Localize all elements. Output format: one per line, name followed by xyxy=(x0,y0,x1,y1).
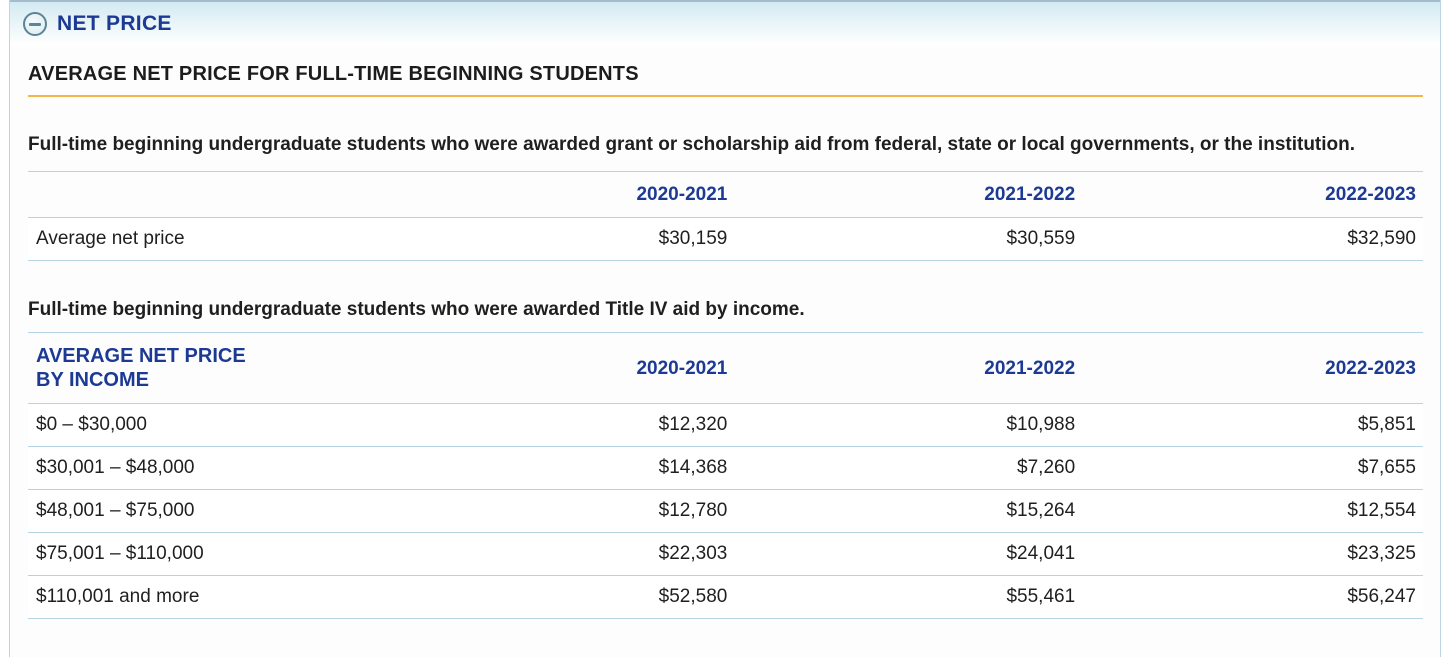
value-cell: $22,303 xyxy=(379,532,728,576)
average-net-price-table: 2020-2021 2021-2022 2022-2023 Average ne… xyxy=(28,171,1423,261)
value-cell: $56,247 xyxy=(1075,575,1423,619)
value-cell: $7,260 xyxy=(727,446,1076,490)
value-cell: $7,655 xyxy=(1075,446,1423,490)
year-column-header: 2021-2022 xyxy=(727,171,1076,218)
income-bracket-cell: $0 – $30,000 xyxy=(28,403,380,447)
value-cell: $12,554 xyxy=(1075,489,1423,533)
value-cell: $30,159 xyxy=(379,217,728,261)
value-cell: $14,368 xyxy=(379,446,728,490)
value-cell: $55,461 xyxy=(727,575,1076,619)
income-bracket-cell: $30,001 – $48,000 xyxy=(28,446,380,490)
table-row: $110,001 and more $52,580 $55,461 $56,24… xyxy=(28,575,1423,619)
page-heading: AVERAGE NET PRICE FOR FULL-TIME BEGINNIN… xyxy=(28,63,639,85)
year-column-header: 2022-2023 xyxy=(1075,171,1423,218)
table-header-row: 2020-2021 2021-2022 2022-2023 xyxy=(28,171,1423,218)
value-cell: $5,851 xyxy=(1075,403,1423,447)
income-bracket-cell: $48,001 – $75,000 xyxy=(28,489,380,533)
table-row: $30,001 – $48,000 $14,368 $7,260 $7,655 xyxy=(28,446,1423,490)
value-cell: $23,325 xyxy=(1075,532,1423,576)
net-price-section-header[interactable]: NET PRICE xyxy=(10,0,1440,46)
value-cell: $24,041 xyxy=(727,532,1076,576)
empty-header-cell xyxy=(28,171,380,218)
value-cell: $10,988 xyxy=(727,403,1076,447)
minus-glyph xyxy=(29,22,41,26)
table-row: $0 – $30,000 $12,320 $10,988 $5,851 xyxy=(28,403,1423,447)
net-price-content: AVERAGE NET PRICE FOR FULL-TIME BEGINNIN… xyxy=(10,63,1440,619)
income-table-title: AVERAGE NET PRICE BY INCOME xyxy=(28,332,380,404)
income-bracket-cell: $110,001 and more xyxy=(28,575,380,619)
income-bracket-cell: $75,001 – $110,000 xyxy=(28,532,380,576)
year-column-header: 2020-2021 xyxy=(379,332,728,404)
collapse-minus-icon[interactable] xyxy=(23,12,47,36)
table-row: $48,001 – $75,000 $12,780 $15,264 $12,55… xyxy=(28,489,1423,533)
table-row: Average net price $30,159 $30,559 $32,59… xyxy=(28,217,1423,261)
gold-divider xyxy=(28,95,1423,97)
value-cell: $52,580 xyxy=(379,575,728,619)
year-column-header: 2020-2021 xyxy=(379,171,728,218)
net-price-by-income-table: AVERAGE NET PRICE BY INCOME 2020-2021 20… xyxy=(28,332,1423,619)
value-cell: $32,590 xyxy=(1075,217,1423,261)
value-cell: $12,320 xyxy=(379,403,728,447)
value-cell: $12,780 xyxy=(379,489,728,533)
year-column-header: 2022-2023 xyxy=(1075,332,1423,404)
year-column-header: 2021-2022 xyxy=(727,332,1076,404)
value-cell: $30,559 xyxy=(727,217,1076,261)
row-label-cell: Average net price xyxy=(28,217,380,261)
table-row: $75,001 – $110,000 $22,303 $24,041 $23,3… xyxy=(28,532,1423,576)
grant-aid-description: Full-time beginning undergraduate studen… xyxy=(28,134,1356,155)
net-price-panel: NET PRICE AVERAGE NET PRICE FOR FULL-TIM… xyxy=(9,0,1441,657)
section-title: NET PRICE xyxy=(57,12,172,35)
value-cell: $15,264 xyxy=(727,489,1076,533)
table-header-row: AVERAGE NET PRICE BY INCOME 2020-2021 20… xyxy=(28,332,1423,404)
title-iv-description: Full-time beginning undergraduate studen… xyxy=(28,299,805,320)
